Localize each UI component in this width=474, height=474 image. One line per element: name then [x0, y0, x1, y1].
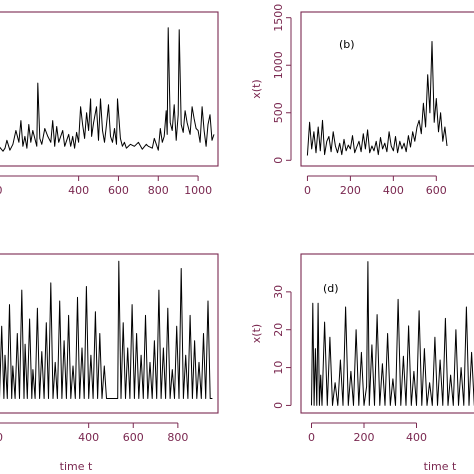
y-tick-label: 10	[272, 361, 285, 375]
x-tick-label: 0	[304, 184, 311, 197]
series-line	[311, 261, 474, 406]
plot-frame	[300, 11, 474, 167]
panel-label: (d)	[323, 282, 339, 295]
series-line	[0, 260, 213, 399]
y-tick-label: 500	[272, 102, 285, 123]
panel-label: (b)	[339, 38, 355, 51]
plot-frame	[300, 253, 474, 414]
x-tick-label: 1000	[184, 184, 212, 197]
y-tick-label: 30	[272, 285, 285, 299]
y-axis-label: x(t)	[250, 324, 263, 343]
x-tick-label: 200	[354, 431, 375, 444]
panel-0: 0 400 600 800 1000	[0, 11, 219, 197]
y-tick-label: 20	[272, 323, 285, 337]
panel-3: 0 200 400 0 10 20 30 x(t) time t (d)	[250, 253, 474, 473]
x-axis-label: time t	[424, 460, 457, 473]
x-tick-label: 800	[148, 184, 169, 197]
x-tick-label: 600	[108, 184, 129, 197]
series-line	[306, 41, 448, 156]
x-tick-label: 400	[383, 184, 404, 197]
x-axis-label: time t	[60, 460, 93, 473]
panel-2: 0 400 600 800 time t	[0, 253, 219, 473]
x-tick-label: 600	[426, 184, 447, 197]
x-tick-label: 800	[167, 431, 188, 444]
x-tick-label: 200	[340, 184, 361, 197]
y-tick-label: 0	[272, 402, 285, 409]
series-line	[0, 27, 215, 152]
x-tick-label: 400	[78, 431, 99, 444]
y-tick-label: 0	[272, 157, 285, 164]
x-tick-label: 0	[0, 184, 2, 197]
x-tick-label: 400	[406, 431, 427, 444]
y-tick-label: 1000	[272, 51, 285, 79]
x-tick-label: 400	[68, 184, 89, 197]
plot-frame	[0, 11, 219, 167]
x-tick-label: 600	[123, 431, 144, 444]
panel-1: 0 200 400 600 0 500 1000 1500 x(t) (b)	[250, 4, 474, 197]
plot-frame	[0, 253, 219, 414]
y-axis-label: x(t)	[250, 79, 263, 98]
x-tick-label: 0	[0, 431, 3, 444]
x-tick-label: 0	[308, 431, 315, 444]
y-tick-label: 1500	[272, 4, 285, 32]
